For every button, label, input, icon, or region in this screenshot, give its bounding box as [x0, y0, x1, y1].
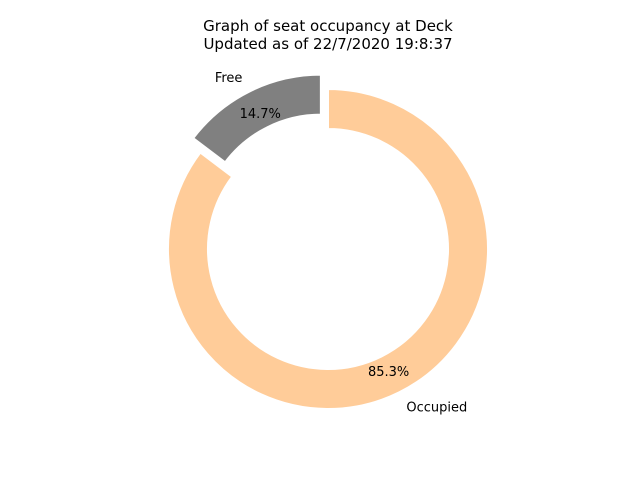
chart-title: Graph of seat occupancy at Deck — [203, 17, 453, 35]
slice-occupied — [167, 87, 489, 410]
slice-free — [191, 73, 322, 164]
percent-label-free: 14.7% — [240, 107, 281, 122]
category-label-occupied: Occupied — [406, 401, 467, 416]
percent-label-occupied: 85.3% — [368, 365, 409, 380]
category-label-free: Free — [215, 71, 243, 86]
chart-subtitle: Updated as of 22/7/2020 19:8:37 — [203, 35, 452, 53]
